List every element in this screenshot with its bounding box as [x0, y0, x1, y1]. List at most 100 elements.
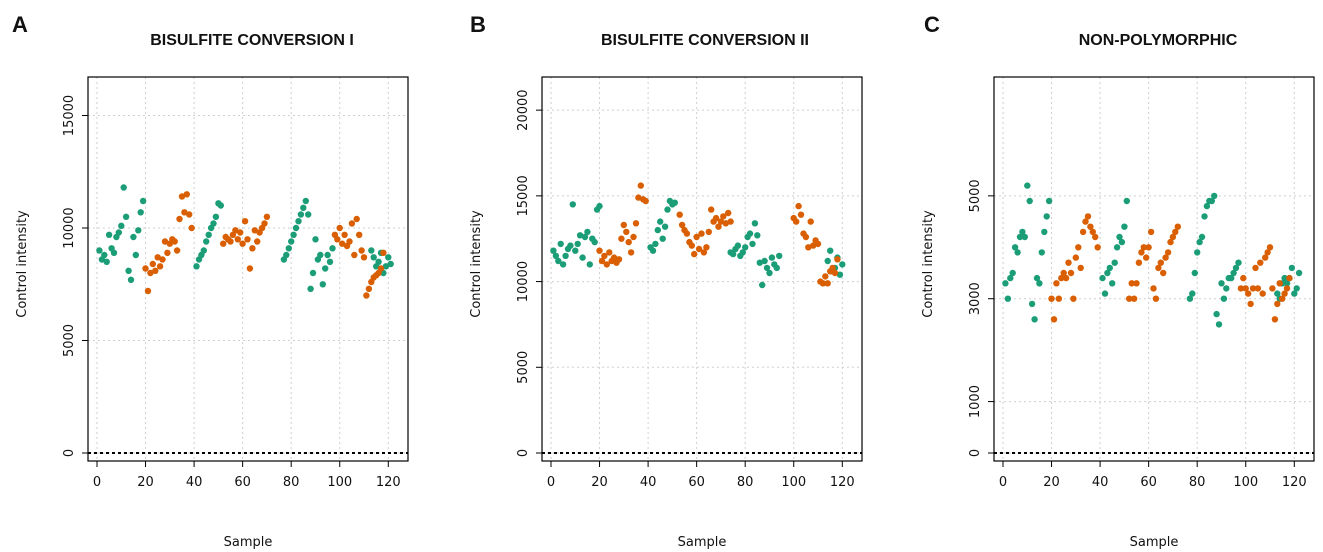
data-point-green [1026, 197, 1033, 205]
data-point-orange [712, 214, 720, 222]
data-point-orange [1133, 280, 1140, 287]
data-point-green [1291, 290, 1298, 297]
data-point-green [295, 218, 302, 225]
x-tick-label: 80 [737, 475, 754, 490]
x-tick-label: 0 [547, 475, 555, 490]
data-point-orange [829, 264, 836, 272]
data-point-green [1019, 228, 1026, 236]
data-point-green [387, 260, 394, 268]
data-point-orange [1128, 280, 1135, 287]
data-point-green [125, 267, 132, 274]
y-tick-label: 10000 [62, 207, 77, 248]
data-point-orange [1053, 280, 1060, 287]
data-point-green [292, 224, 300, 232]
data-point-orange [346, 238, 353, 245]
data-point-orange [1249, 285, 1257, 292]
data-point-green [288, 238, 295, 245]
data-point-orange [834, 256, 841, 263]
data-point-green [756, 259, 763, 266]
data-point-green [1198, 233, 1206, 241]
data-point-orange [261, 220, 268, 227]
data-point-orange [1082, 218, 1089, 225]
data-point-green [839, 261, 846, 268]
data-point-green [300, 204, 307, 211]
data-point-green [307, 285, 314, 292]
data-point-orange [615, 256, 623, 263]
data-point-orange [598, 257, 606, 265]
data-point-orange [691, 250, 698, 258]
x-tick-label: 60 [688, 475, 705, 490]
data-point-green [324, 251, 331, 259]
data-point-green [1194, 249, 1201, 256]
data-point-green [591, 238, 598, 246]
data-point-orange [1283, 285, 1291, 292]
data-point-green [827, 247, 834, 254]
data-point-orange [152, 267, 159, 274]
data-point-green [576, 232, 584, 239]
y-tick-label: 15000 [516, 175, 531, 216]
data-point-orange [144, 287, 152, 295]
data-point-orange [181, 209, 188, 216]
data-point-orange [1075, 244, 1082, 251]
data-point-green [1104, 269, 1111, 277]
y-axis-label: Control intensity [921, 210, 936, 318]
data-point-orange [1174, 223, 1182, 230]
data-point-orange [717, 218, 725, 225]
data-point-green [824, 257, 831, 265]
data-point-orange [154, 254, 161, 261]
data-point-orange [822, 273, 829, 280]
data-point-green [1011, 244, 1019, 251]
data-point-green [768, 254, 776, 261]
data-point-green [1281, 274, 1288, 282]
data-point-green [329, 245, 336, 252]
data-point-orange [1126, 295, 1133, 302]
data-point-orange [795, 202, 802, 210]
data-point-orange [1247, 300, 1254, 308]
data-point-orange [623, 228, 630, 236]
data-point-orange [1062, 274, 1070, 282]
data-point-orange [149, 260, 156, 268]
data-point-orange [797, 211, 805, 218]
data-point-green [1201, 213, 1208, 220]
data-point-orange [678, 221, 686, 229]
data-point-green [657, 218, 664, 225]
data-point-green [1038, 249, 1046, 256]
data-point-orange [703, 244, 710, 251]
data-point-green [562, 252, 569, 260]
data-point-green [115, 229, 123, 236]
y-tick-label: 0 [516, 449, 531, 457]
panel-letter: B [470, 12, 486, 37]
x-tick-label: 40 [640, 475, 657, 490]
data-point-orange [819, 280, 827, 287]
data-point-green [290, 231, 297, 238]
data-point-green [368, 247, 375, 254]
panel-title: BISULFITE CONVERSION II [601, 32, 809, 49]
data-point-orange [1058, 274, 1065, 282]
x-tick-label: 120 [1282, 475, 1307, 490]
data-point-orange [1281, 290, 1288, 297]
data-point-green [283, 251, 290, 259]
data-point-orange [183, 191, 190, 198]
data-point-green [836, 271, 844, 278]
y-tick-label: 1000 [968, 385, 983, 418]
data-point-green [574, 240, 581, 248]
data-point-orange [377, 265, 385, 272]
data-point-orange [1150, 285, 1157, 292]
data-point-green [212, 213, 220, 220]
data-point-orange [1264, 249, 1271, 256]
data-point-green [285, 245, 292, 252]
data-point-green [1215, 321, 1223, 328]
data-point-orange [254, 238, 261, 245]
data-point-orange [263, 213, 271, 220]
data-point-green [120, 184, 127, 191]
data-point-green [766, 269, 773, 277]
data-point-green [555, 257, 562, 265]
data-point-green [1295, 269, 1303, 277]
data-point-green [557, 240, 564, 248]
data-point-orange [695, 245, 703, 253]
data-point-orange [244, 236, 251, 243]
data-point-orange [241, 218, 249, 225]
data-point-orange [727, 218, 734, 225]
y-axis-label: Control intensity [15, 210, 30, 318]
data-point-green [759, 281, 766, 289]
